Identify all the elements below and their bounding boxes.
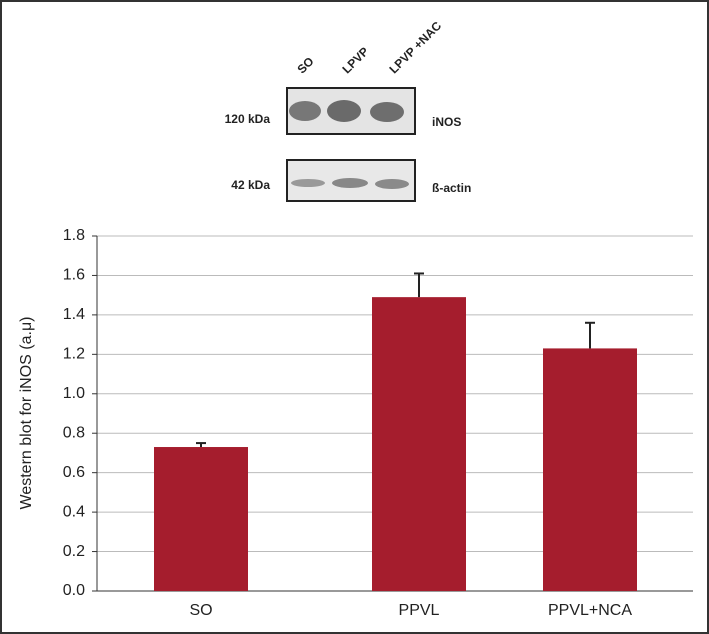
blot-band — [370, 102, 404, 122]
x-tick-label: PPVL+NCA — [548, 602, 632, 619]
blot-band — [327, 100, 361, 122]
y-tick-label: 0.4 — [63, 503, 85, 520]
y-tick-label: 0.2 — [63, 543, 85, 560]
x-tick-label: PPVL — [399, 602, 440, 619]
y-axis-label: Western blot for iNOS (a.μ) — [18, 317, 35, 510]
x-tick-label: SO — [189, 602, 212, 619]
band-protein: iNOS — [432, 115, 461, 129]
band-weight: 42 kDa — [231, 178, 270, 192]
blot-image — [286, 87, 416, 202]
bar — [372, 297, 466, 591]
blot-band — [375, 179, 409, 189]
y-tick-label: 0.8 — [63, 424, 85, 441]
y-tick-label: 0.6 — [63, 464, 85, 481]
bar — [154, 447, 248, 591]
y-tick-label: 1.8 — [63, 227, 85, 244]
y-tick-label: 1.6 — [63, 267, 85, 284]
y-tick-label: 1.2 — [63, 346, 85, 363]
y-tick-label: 0.0 — [63, 582, 85, 599]
y-tick-label: 1.0 — [63, 385, 85, 402]
blot-band — [332, 178, 368, 188]
band-protein: ß-actin — [432, 181, 471, 195]
band-weight: 120 kDa — [225, 112, 271, 126]
bar — [543, 348, 637, 591]
y-tick-label: 1.4 — [63, 306, 85, 323]
blot-band — [289, 101, 321, 121]
blot-band — [291, 179, 325, 187]
